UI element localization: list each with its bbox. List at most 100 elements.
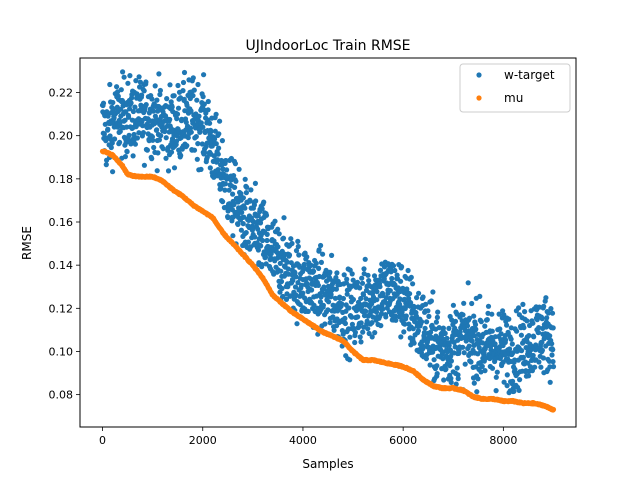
point-w-target: [428, 298, 434, 304]
point-w-target: [381, 264, 388, 270]
point-w-target: [461, 300, 467, 306]
point-w-target: [359, 280, 366, 286]
point-w-target: [238, 227, 244, 233]
point-w-target: [168, 149, 175, 155]
point-w-target: [479, 363, 485, 369]
point-w-target: [425, 308, 431, 314]
point-w-target: [181, 69, 188, 76]
point-w-target: [405, 267, 411, 274]
point-w-target: [171, 93, 177, 99]
point-w-target: [444, 335, 450, 341]
point-w-target: [181, 96, 187, 102]
point-w-target: [110, 169, 116, 175]
point-w-target: [124, 124, 130, 130]
point-w-target: [184, 143, 190, 149]
point-w-target: [127, 73, 133, 79]
point-w-target: [550, 359, 556, 365]
point-w-target: [549, 310, 556, 316]
point-w-target: [550, 364, 557, 370]
point-w-target: [156, 71, 162, 77]
point-w-target: [134, 93, 140, 99]
point-w-target: [167, 82, 173, 88]
point-w-target: [478, 369, 484, 375]
point-w-target: [377, 267, 384, 273]
y-axis-ticks: 0.08 0.10 0.12 0.14 0.16 0.18 0.20 0.22: [49, 87, 80, 402]
point-w-target: [510, 350, 516, 356]
point-w-target: [152, 113, 158, 119]
point-w-target: [122, 117, 128, 123]
point-w-target: [344, 291, 350, 297]
point-w-target: [139, 92, 145, 98]
point-w-target: [440, 325, 446, 331]
point-w-target: [294, 321, 300, 327]
plot-frame: [79, 57, 577, 428]
point-w-target: [471, 313, 477, 319]
point-w-target: [222, 181, 228, 187]
point-w-target: [118, 87, 124, 93]
x-axis-ticks: 0 2000 4000 6000 8000: [99, 427, 517, 447]
point-w-target: [130, 153, 136, 159]
point-w-target: [455, 372, 461, 378]
point-w-target: [216, 145, 222, 151]
point-w-target: [462, 361, 468, 367]
point-w-target: [342, 315, 348, 321]
y-tick-label: 0.12: [49, 302, 74, 315]
point-w-target: [347, 357, 353, 363]
point-w-target: [504, 372, 510, 378]
point-w-target: [414, 295, 420, 301]
point-w-target: [403, 313, 409, 319]
point-w-target: [318, 259, 324, 265]
point-w-target: [296, 252, 302, 258]
point-w-target: [315, 282, 321, 288]
point-w-target: [112, 136, 118, 142]
point-w-target: [199, 141, 205, 147]
point-w-target: [125, 80, 131, 86]
legend-label-w-target: w-target: [504, 68, 555, 82]
point-w-target: [201, 101, 207, 107]
point-w-target: [497, 326, 503, 332]
point-w-target: [398, 334, 404, 340]
point-w-target: [228, 177, 234, 183]
point-w-target: [236, 166, 242, 172]
point-w-target: [550, 347, 556, 353]
point-w-target: [191, 147, 198, 153]
point-w-target: [132, 141, 138, 147]
point-w-target: [527, 364, 534, 370]
x-tick-label: 0: [99, 434, 106, 447]
point-w-target: [398, 278, 404, 284]
point-w-target: [410, 326, 416, 332]
point-w-target: [195, 141, 201, 147]
point-w-target: [311, 302, 317, 308]
point-w-target: [219, 138, 225, 144]
point-w-target: [233, 178, 239, 184]
point-w-target: [136, 130, 142, 136]
point-w-target: [455, 376, 461, 382]
point-w-target: [419, 319, 425, 325]
point-w-target: [200, 124, 206, 130]
point-w-target: [241, 214, 247, 220]
point-w-target: [509, 341, 515, 347]
point-w-target: [117, 128, 123, 134]
point-w-target: [328, 291, 334, 298]
point-w-target: [540, 355, 547, 361]
point-w-target: [504, 383, 510, 389]
point-w-target: [204, 154, 210, 160]
point-w-target: [352, 339, 358, 346]
point-w-target: [213, 111, 219, 117]
point-w-target: [318, 294, 324, 300]
point-w-target: [275, 226, 281, 232]
point-w-target: [222, 187, 228, 193]
point-w-target: [358, 320, 364, 326]
point-w-target: [440, 349, 446, 355]
point-w-target: [452, 318, 459, 324]
point-w-target: [255, 213, 261, 219]
legend-marker-w-target: [476, 72, 482, 78]
point-w-target: [114, 84, 120, 90]
point-w-target: [126, 132, 132, 138]
point-w-target: [244, 184, 250, 190]
point-w-target: [253, 198, 259, 204]
point-w-target: [293, 292, 299, 298]
point-w-target: [295, 280, 301, 286]
point-w-target: [154, 168, 160, 174]
point-w-target: [160, 146, 166, 152]
